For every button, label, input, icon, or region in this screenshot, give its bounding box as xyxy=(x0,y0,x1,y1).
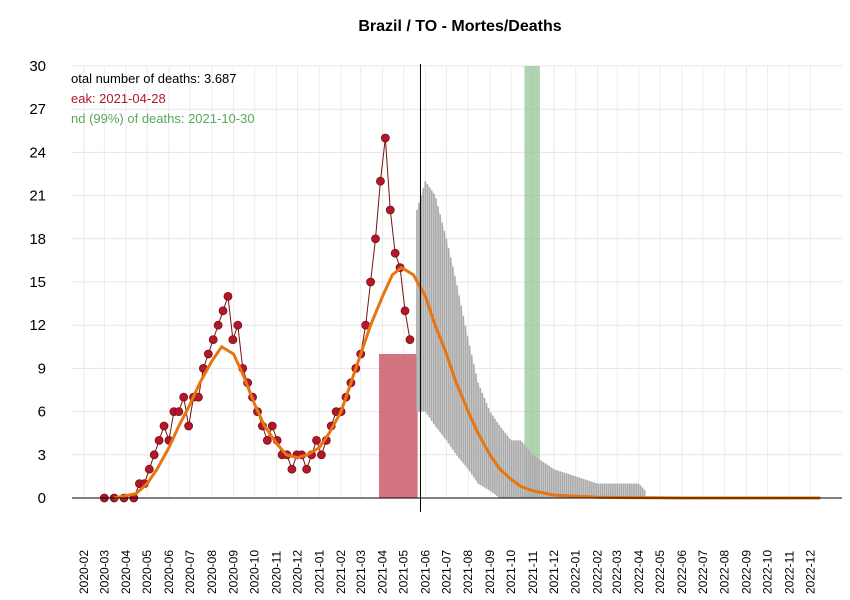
daily-deaths-point xyxy=(302,464,312,474)
daily-deaths-point xyxy=(380,133,390,143)
peak-band xyxy=(379,354,418,498)
daily-deaths-point xyxy=(233,320,243,330)
y-tick-label: 12 xyxy=(29,317,46,334)
x-tick-label: 2021-05 xyxy=(397,550,411,594)
highlight-bands xyxy=(379,66,540,498)
model-fit-series xyxy=(113,265,821,500)
daily-deaths-point xyxy=(405,335,415,345)
daily-deaths-point xyxy=(228,335,238,345)
x-tick-label: 2020-05 xyxy=(140,550,154,594)
x-tick-label: 2021-01 xyxy=(312,550,326,594)
x-tick-label: 2021-08 xyxy=(461,550,475,594)
x-tick-label: 2021-12 xyxy=(547,550,561,594)
x-tick-label: 2022-05 xyxy=(653,550,667,594)
y-tick-label: 3 xyxy=(38,447,46,464)
x-tick-label: 2020-02 xyxy=(77,550,91,594)
x-tick-label: 2022-01 xyxy=(569,550,583,594)
daily-deaths-point xyxy=(317,450,326,460)
x-tick-label: 2020-12 xyxy=(291,550,305,594)
daily-deaths-point xyxy=(144,464,154,474)
daily-deaths-point xyxy=(174,407,184,417)
x-tick-label: 2022-09 xyxy=(739,550,753,594)
annotation-text: nd (99%) of deaths: 2021-10-30 xyxy=(71,111,255,126)
chart-title: Brazil / TO - Mortes/Deaths xyxy=(358,18,561,35)
x-tick-label: 2021-11 xyxy=(526,551,540,594)
daily-deaths-point xyxy=(400,306,410,316)
annotations: otal number of deaths: 3.687 eak: 2021-04… xyxy=(71,71,255,126)
daily-deaths-point xyxy=(208,335,218,345)
x-tick-label: 2021-06 xyxy=(418,550,432,594)
x-tick-label: 2022-11 xyxy=(782,551,796,594)
daily-deaths-point xyxy=(154,435,164,445)
x-tick-label: 2022-06 xyxy=(675,550,689,594)
x-tick-label: 2020-04 xyxy=(119,550,133,594)
daily-deaths-point xyxy=(376,176,385,186)
daily-deaths-point xyxy=(390,248,400,258)
axes: 0 3 6 9 12 15 18 21 24 27 30 2020-02 2020-03 2020-04 2… xyxy=(29,58,842,594)
daily-deaths-point xyxy=(179,392,189,402)
daily-deaths-point xyxy=(159,421,169,431)
x-tick-label: 2021-03 xyxy=(354,550,368,594)
daily-deaths-point xyxy=(366,277,375,287)
daily-deaths-point xyxy=(267,421,277,431)
x-tick-label: 2020-07 xyxy=(183,550,197,594)
x-tick-label: 2020-03 xyxy=(97,550,111,594)
y-tick-label: 18 xyxy=(29,231,46,248)
plot-grid xyxy=(72,65,842,499)
daily-deaths-point xyxy=(223,291,233,301)
y-tick-label: 9 xyxy=(38,360,46,377)
daily-deaths-point xyxy=(213,320,223,330)
x-tick-label: 2021-04 xyxy=(376,550,390,594)
daily-deaths-point xyxy=(287,464,297,474)
annotation-text: eak: 2021-04-28 xyxy=(71,91,166,106)
y-tick-label: 21 xyxy=(29,188,46,205)
x-tick-label: 2020-08 xyxy=(205,550,219,594)
y-tick-label: 0 xyxy=(38,490,46,507)
y-tick-label: 6 xyxy=(38,404,46,421)
x-tick-label: 2020-10 xyxy=(248,550,262,594)
y-tick-label: 24 xyxy=(29,144,46,161)
daily-deaths-point xyxy=(312,435,321,445)
y-tick-label: 27 xyxy=(29,101,46,118)
daily-deaths-point xyxy=(149,450,159,460)
x-tick-label: 2022-08 xyxy=(718,550,732,594)
y-tick-label: 15 xyxy=(29,274,46,291)
x-tick-label: 2020-11 xyxy=(269,551,283,594)
daily-deaths-point xyxy=(262,435,272,445)
x-tick-label: 2022-03 xyxy=(610,550,624,594)
x-tick-label: 2020-06 xyxy=(162,550,176,594)
daily-deaths-line xyxy=(104,137,411,499)
daily-deaths-point xyxy=(203,349,213,359)
x-tick-label: 2021-02 xyxy=(334,550,348,594)
end-band xyxy=(524,66,540,498)
annotation-text: otal number of deaths: 3.687 xyxy=(71,71,237,86)
daily-deaths-point xyxy=(184,421,194,431)
x-tick-label: 2021-07 xyxy=(439,550,453,594)
x-tick-label: 2022-04 xyxy=(632,550,646,594)
daily-deaths-point xyxy=(385,205,395,215)
x-tick-label: 2022-10 xyxy=(761,550,775,594)
x-tick-label: 2021-10 xyxy=(504,550,518,594)
x-tick-label: 2022-07 xyxy=(696,550,710,594)
x-tick-label: 2022-02 xyxy=(591,550,605,594)
x-tick-label: 2021-09 xyxy=(483,550,497,594)
daily-deaths-point xyxy=(371,234,380,244)
y-tick-label: 30 xyxy=(29,58,46,75)
model-fit-line xyxy=(113,265,821,500)
x-tick-label: 2020-09 xyxy=(227,550,241,594)
daily-deaths-point xyxy=(218,306,228,316)
x-tick-label: 2022-12 xyxy=(803,550,817,594)
